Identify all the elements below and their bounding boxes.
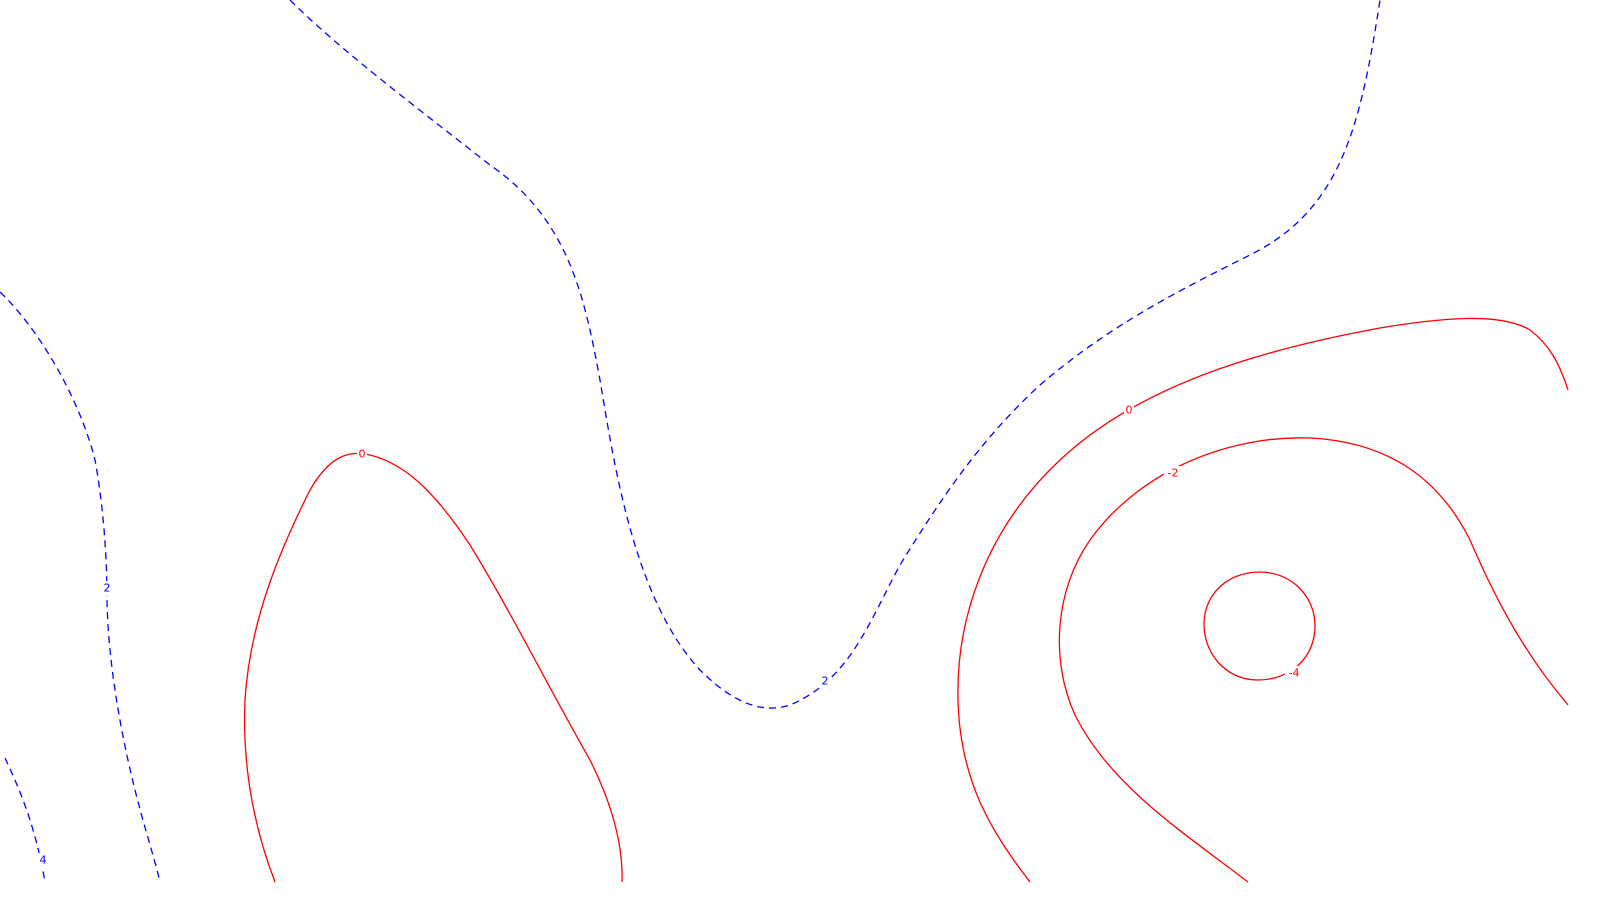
contour-label-0-left: 0 xyxy=(359,448,366,461)
contour-label-2-main: 2 xyxy=(822,675,829,688)
contour-line-2-left xyxy=(0,291,161,883)
contour-label-0-right: 0 xyxy=(1126,404,1133,417)
contour-label-2-left: 2 xyxy=(104,582,111,595)
contour-label-neg4: -4 xyxy=(1289,667,1300,680)
contour-line-0-right xyxy=(957,317,1569,883)
contour-line-2-main xyxy=(289,0,1381,709)
contour-line-neg4 xyxy=(1203,571,1316,681)
contour-line-neg2 xyxy=(1058,437,1569,883)
contour-labels: 2 2 4 0 0 -2 -4 xyxy=(38,403,1303,867)
contour-label-4: 4 xyxy=(40,854,47,867)
contour-line-0-left xyxy=(243,452,623,883)
contour-label-neg2: -2 xyxy=(1168,467,1179,480)
